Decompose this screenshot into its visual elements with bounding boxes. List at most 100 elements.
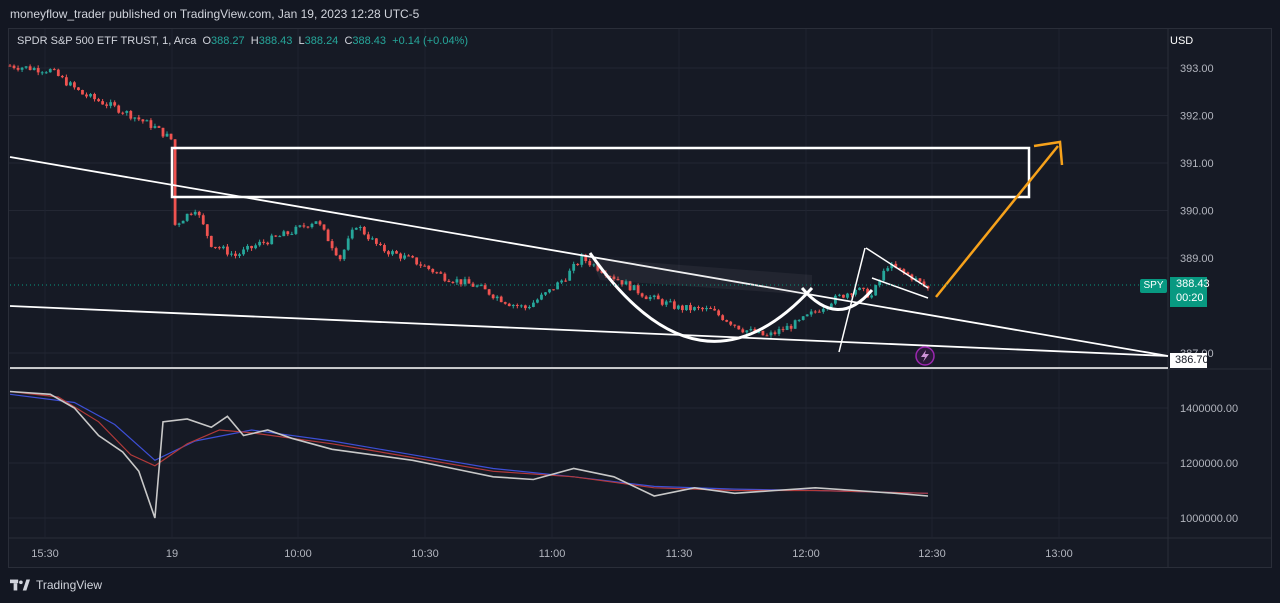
candle-body bbox=[129, 111, 133, 119]
candle-body bbox=[572, 263, 576, 271]
candle-body bbox=[326, 229, 330, 242]
candle-body bbox=[507, 303, 511, 307]
candle-body bbox=[821, 308, 825, 312]
symbol-tag: SPY bbox=[1140, 279, 1167, 293]
candle-body bbox=[205, 224, 209, 236]
candle-body bbox=[882, 270, 886, 281]
candlestick-series bbox=[8, 64, 930, 338]
candle-body bbox=[391, 251, 394, 255]
candle-body bbox=[737, 325, 741, 330]
candle-body bbox=[612, 276, 616, 279]
candle-body bbox=[181, 220, 185, 224]
candle-body bbox=[161, 127, 165, 137]
candle-body bbox=[829, 303, 833, 308]
candle-body bbox=[101, 101, 105, 105]
candle-body bbox=[624, 281, 628, 285]
candle-body bbox=[668, 301, 672, 303]
candle-body bbox=[246, 245, 249, 250]
candle-body bbox=[254, 245, 258, 249]
high-value: 388.43 bbox=[258, 35, 293, 47]
candle-body bbox=[906, 272, 910, 275]
candle-body bbox=[121, 112, 125, 114]
candle-body bbox=[495, 296, 499, 299]
candle-body bbox=[52, 69, 56, 71]
candle-body bbox=[914, 278, 918, 280]
candle-body bbox=[395, 251, 398, 254]
candle-body bbox=[556, 282, 559, 290]
candle-body bbox=[483, 285, 487, 290]
open-value: 388.27 bbox=[211, 35, 245, 47]
candle-body bbox=[439, 272, 443, 274]
candle-body bbox=[28, 66, 32, 71]
candle-body bbox=[362, 227, 366, 235]
candle-body bbox=[230, 253, 233, 255]
candle-body bbox=[922, 281, 926, 286]
candle-body bbox=[568, 270, 572, 281]
candle-body bbox=[383, 244, 386, 252]
candle-body bbox=[846, 293, 849, 298]
candle-body bbox=[862, 287, 865, 289]
candle-body bbox=[733, 324, 737, 326]
candle-body bbox=[648, 296, 652, 300]
volume-axis: 1400000.00 1200000.00 1000000.00 bbox=[1180, 403, 1238, 525]
candle-body bbox=[169, 133, 173, 140]
candle-body bbox=[797, 319, 801, 321]
candle-body bbox=[463, 279, 467, 285]
candle-body bbox=[294, 226, 298, 234]
candle-body bbox=[785, 325, 789, 331]
candle-body bbox=[105, 104, 109, 106]
high-label: H bbox=[250, 35, 259, 47]
brand-name: TradingView bbox=[36, 578, 103, 592]
downtrend-line bbox=[9, 156, 1169, 357]
candle-body bbox=[133, 117, 137, 119]
candle-body bbox=[427, 265, 431, 269]
lower-trend-line bbox=[9, 305, 1169, 357]
time-tick-label: 11:30 bbox=[666, 548, 693, 560]
candle-body bbox=[447, 280, 451, 282]
volume-indicator bbox=[9, 390, 929, 519]
candle-body bbox=[302, 225, 306, 227]
candle-body bbox=[32, 68, 36, 71]
candle-body bbox=[693, 307, 696, 311]
candle-body bbox=[519, 305, 523, 307]
candle-body bbox=[415, 257, 419, 265]
candle-body bbox=[685, 305, 688, 311]
flag-lower-line bbox=[871, 277, 929, 299]
chart-frame[interactable] bbox=[8, 28, 1272, 568]
candle-body bbox=[64, 77, 68, 86]
candle-body bbox=[717, 310, 721, 316]
candle-body bbox=[286, 231, 290, 235]
candle-body bbox=[250, 245, 253, 249]
volume-gray-line bbox=[9, 390, 929, 519]
candle-body bbox=[628, 281, 632, 291]
candle-body bbox=[620, 280, 624, 285]
candle-body bbox=[149, 120, 153, 128]
candle-body bbox=[709, 308, 712, 310]
symbol-name: SPDR S&P 500 ETF TRUST, 1, Arca bbox=[17, 35, 197, 47]
symbol-legend: SPDR S&P 500 ETF TRUST, 1, Arca O388.27 … bbox=[17, 35, 468, 47]
candle-body bbox=[93, 93, 96, 100]
publish-info: moneyflow_trader published on TradingVie… bbox=[10, 7, 420, 21]
currency-label: USD bbox=[1170, 35, 1194, 47]
candle-body bbox=[56, 69, 60, 76]
candle-body bbox=[838, 294, 841, 296]
candle-body bbox=[632, 285, 636, 291]
candle-body bbox=[77, 87, 80, 90]
candle-body bbox=[616, 278, 620, 281]
candle-body bbox=[435, 272, 439, 274]
candle-body bbox=[499, 296, 503, 303]
volume-tick-label: 1200000.00 bbox=[1180, 458, 1238, 470]
candle-body bbox=[511, 304, 515, 307]
candle-body bbox=[290, 233, 294, 235]
candle-body bbox=[902, 269, 906, 273]
candle-body bbox=[749, 329, 753, 331]
candle-body bbox=[560, 280, 564, 283]
candle-body bbox=[491, 294, 495, 299]
candle-body bbox=[177, 223, 181, 225]
candle-body bbox=[185, 213, 189, 221]
cup-arc bbox=[588, 252, 814, 343]
low-value: 388.24 bbox=[304, 35, 339, 47]
time-tick-label: 12:00 bbox=[792, 548, 820, 560]
